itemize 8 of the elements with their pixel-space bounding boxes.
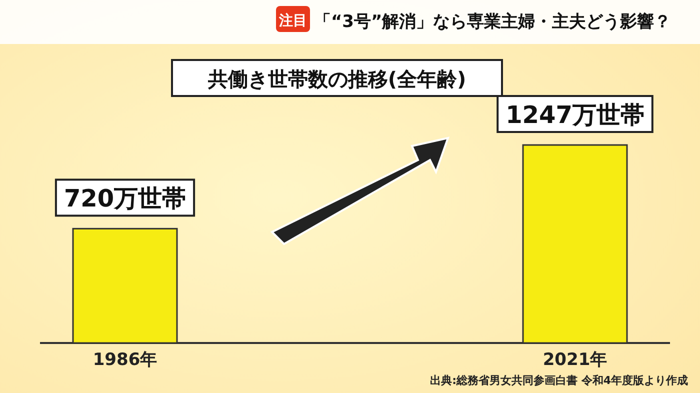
chart-title: 「“3号”解消」なら専業主婦・主夫どう影響？	[314, 12, 672, 32]
chart-subtitle: 共働き世帯数の推移(全年齢)	[206, 67, 466, 91]
x-tick-label: 2021年	[542, 350, 608, 370]
text: 注目	[278, 12, 307, 29]
data-label: 1247万世帯	[506, 101, 644, 129]
data-label: 720万世帯	[64, 184, 186, 213]
x-tick-label: 1986年	[92, 350, 158, 370]
source-note: 出典:総務省男女共同参画白書 令和4年度版より作成	[430, 374, 688, 387]
